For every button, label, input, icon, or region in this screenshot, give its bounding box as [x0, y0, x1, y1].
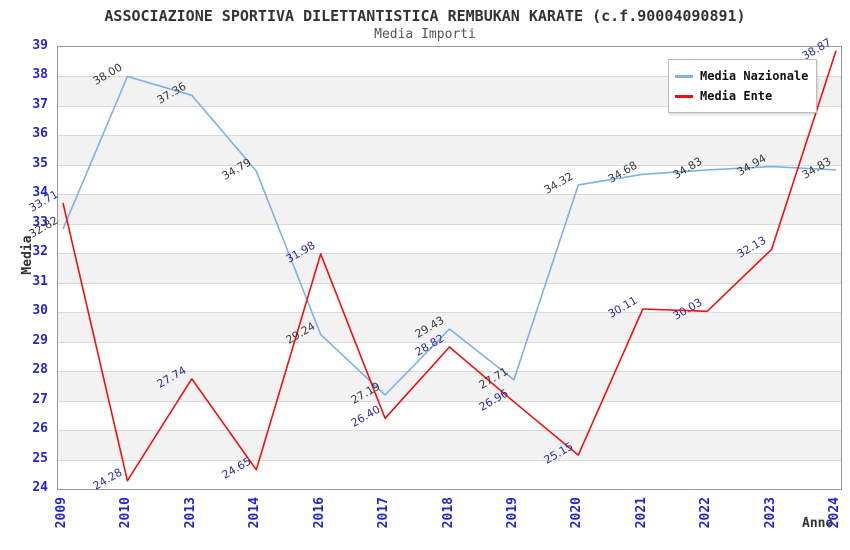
grid-band	[58, 223, 841, 254]
x-axis-title: Anno	[802, 516, 834, 531]
grid-band	[58, 253, 841, 283]
y-axis-tick-24: 24	[32, 480, 48, 495]
x-axis-tick-label: 2016	[311, 497, 327, 529]
media-nazionale-line-swatch-icon	[675, 74, 693, 78]
y-axis-tick-27: 27	[32, 391, 48, 407]
series-line-media-nazionale	[62, 75, 837, 396]
x-axis-tick-label: 2024	[827, 497, 842, 529]
x-axis-tick-label: 2018	[440, 497, 456, 529]
y-axis-tick-30: 30	[32, 303, 48, 319]
x-axis-tick-label: 2017	[376, 497, 392, 529]
x-axis-tick-label: 2021	[633, 497, 649, 529]
x-axis-tick-label: 2023	[762, 497, 778, 529]
y-axis-tick-39: 39	[32, 38, 48, 53]
grid-band	[58, 312, 841, 342]
y-axis-tick-38: 38	[32, 67, 48, 83]
y-axis-tick-28: 28	[32, 362, 48, 378]
grid-band	[58, 135, 841, 165]
grid-band	[58, 430, 841, 460]
legend-label-media-ente: Media Ente	[700, 89, 773, 103]
line-chart	[62, 50, 837, 482]
y-axis-tick-25: 25	[32, 450, 48, 466]
chart-subtitle: Media Importi	[374, 27, 476, 42]
y-axis-tick-36: 36	[32, 126, 48, 142]
legend-item-media-ente: Media Ente	[675, 86, 808, 106]
grid-band	[58, 194, 841, 224]
x-axis-tick-label: 2010	[118, 497, 134, 529]
x-axis-tick-label: 2020	[569, 497, 585, 529]
grid-band	[58, 459, 841, 489]
y-axis-tick-31: 31	[32, 273, 48, 289]
y-axis-tick-32: 32	[32, 244, 48, 260]
x-axis-tick-label: 2013	[182, 497, 198, 529]
series-line-media-ente	[62, 50, 837, 482]
legend: Media Nazionale Media Ente	[668, 59, 818, 113]
grid-band	[58, 371, 841, 401]
y-axis-tick-37: 37	[32, 96, 48, 112]
legend-label-media-nazionale: Media Nazionale	[700, 69, 809, 83]
x-axis-tick-label: 2019	[504, 497, 520, 529]
x-axis-tick-label: 2009	[54, 497, 69, 529]
y-axis-tick-29: 29	[32, 332, 48, 348]
y-axis-tick-34: 34	[32, 185, 48, 201]
chart-title: ASSOCIAZIONE SPORTIVA DILETTANTISTICA RE…	[104, 7, 746, 25]
legend-item-media-nazionale: Media Nazionale	[675, 66, 808, 86]
y-axis-tick-33: 33	[32, 214, 48, 230]
grid-band	[58, 400, 841, 431]
y-axis-tick-35: 35	[32, 155, 48, 171]
media-ente-line-swatch-icon	[675, 94, 693, 98]
y-axis-tick-26: 26	[32, 421, 48, 437]
x-axis-tick-label: 2014	[247, 497, 263, 529]
x-axis-tick-label: 2022	[698, 497, 714, 529]
